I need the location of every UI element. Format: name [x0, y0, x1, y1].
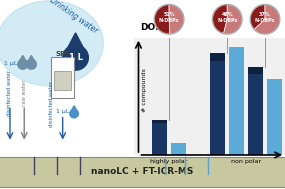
Text: nanoLC + FT-ICR-MS: nanoLC + FT-ICR-MS: [91, 167, 194, 176]
Text: disinfected water: disinfected water: [49, 81, 54, 127]
Text: DOM: DOM: [140, 23, 164, 32]
FancyBboxPatch shape: [54, 71, 71, 90]
Wedge shape: [254, 5, 280, 34]
Text: disinfected water: disinfected water: [7, 70, 13, 116]
Polygon shape: [19, 56, 27, 63]
Bar: [210, 53, 225, 61]
Bar: [210, 53, 225, 155]
Bar: [248, 67, 263, 155]
Text: # compounds: # compounds: [141, 69, 146, 112]
Wedge shape: [169, 5, 184, 34]
Bar: [267, 79, 282, 155]
Text: raw water: raw water: [22, 80, 27, 106]
Wedge shape: [223, 5, 242, 34]
Bar: [248, 67, 263, 74]
FancyBboxPatch shape: [51, 57, 74, 98]
Ellipse shape: [63, 45, 88, 70]
Text: Drinking water: Drinking water: [48, 0, 100, 35]
Text: non polar: non polar: [231, 159, 261, 164]
Text: 1 L: 1 L: [68, 53, 83, 62]
Ellipse shape: [70, 109, 78, 118]
Text: 1 μL: 1 μL: [56, 109, 69, 114]
FancyBboxPatch shape: [0, 157, 285, 187]
Ellipse shape: [18, 59, 28, 69]
Text: 37%
N-DBPs: 37% N-DBPs: [255, 12, 275, 23]
Text: 1 μL: 1 μL: [4, 61, 18, 66]
Text: 51%
N-DBPs: 51% N-DBPs: [159, 12, 179, 23]
Wedge shape: [212, 5, 227, 34]
Text: highly polar: highly polar: [150, 159, 188, 164]
Bar: [229, 47, 244, 155]
Wedge shape: [250, 5, 265, 29]
Ellipse shape: [26, 59, 36, 69]
Wedge shape: [154, 5, 170, 34]
Ellipse shape: [0, 1, 103, 86]
Bar: [152, 120, 167, 155]
Text: 46%
N-DBPs: 46% N-DBPs: [217, 12, 237, 23]
Text: SPE: SPE: [55, 51, 70, 57]
Polygon shape: [27, 56, 36, 63]
Polygon shape: [70, 106, 78, 112]
Bar: [152, 120, 167, 123]
Polygon shape: [65, 33, 86, 53]
Bar: [171, 143, 186, 155]
